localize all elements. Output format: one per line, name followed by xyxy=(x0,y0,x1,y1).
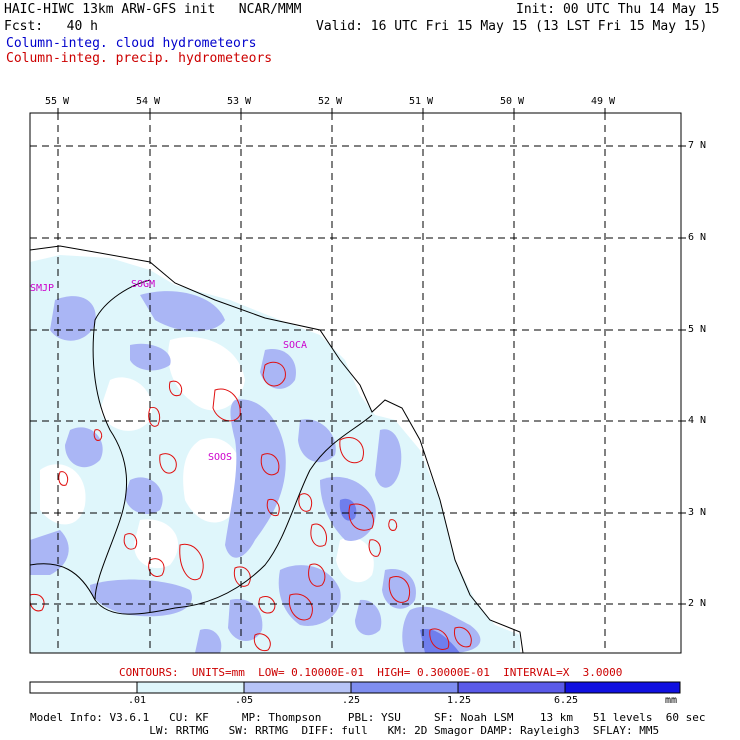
station-label-smjp: SMJP xyxy=(30,283,55,294)
contour-info: CONTOURS: UNITS=mm LOW= 0.10000E-01 HIGH… xyxy=(119,666,623,679)
lon-label-55w: 55 W xyxy=(45,96,70,107)
legend-tick-3: 1.25 xyxy=(447,695,472,706)
model-info-line2: LW: RRTMG SW: RRTMG DIFF: full KM: 2D Sm… xyxy=(30,724,660,737)
legend-tick-4: 6.25 xyxy=(554,695,579,706)
lat-label-4n: 4 N xyxy=(688,415,707,426)
color-bar xyxy=(29,681,681,694)
station-label-soos: SOOS xyxy=(208,452,233,463)
legend-tick-2: .25 xyxy=(342,695,361,706)
header-init-time: Init: 00 UTC Thu 14 May 15 xyxy=(516,2,720,17)
legend-units: mm xyxy=(665,695,678,706)
model-info-line1: Model Info: V3.6.1 CU: KF MP: Thompson P… xyxy=(30,711,706,724)
lon-label-53w: 53 W xyxy=(227,96,252,107)
legend-tick-0: .01 xyxy=(128,695,147,706)
field-label-cloud: Column-integ. cloud hydrometeors xyxy=(6,36,257,51)
legend-tick-1: .05 xyxy=(235,695,254,706)
coastline xyxy=(30,245,524,653)
station-label-soca: SOCA xyxy=(283,340,308,351)
field-label-precip: Column-integ. precip. hydrometeors xyxy=(6,51,273,66)
lat-label-2n: 2 N xyxy=(688,598,707,609)
lat-label-3n: 3 N xyxy=(688,507,707,518)
header-title: HAIC-HIWC 13km ARW-GFS init NCAR/MMM xyxy=(4,2,302,17)
border-line xyxy=(30,414,373,615)
station-label-sogm: SOGM xyxy=(131,279,156,290)
lon-label-51w: 51 W xyxy=(409,96,434,107)
lat-label-5n: 5 N xyxy=(688,324,707,335)
lon-label-49w: 49 W xyxy=(591,96,616,107)
header-valid-time: Valid: 16 UTC Fri 15 May 15 (13 LST Fri … xyxy=(316,19,708,34)
lon-label-54w: 54 W xyxy=(136,96,161,107)
lat-label-6n: 6 N xyxy=(688,232,707,243)
lon-label-52w: 52 W xyxy=(318,96,343,107)
border-line-west xyxy=(92,279,151,601)
lat-label-7n: 7 N xyxy=(688,140,707,151)
header-forecast-hour: Fcst: 40 h xyxy=(4,19,98,34)
lon-label-50w: 50 W xyxy=(500,96,525,107)
